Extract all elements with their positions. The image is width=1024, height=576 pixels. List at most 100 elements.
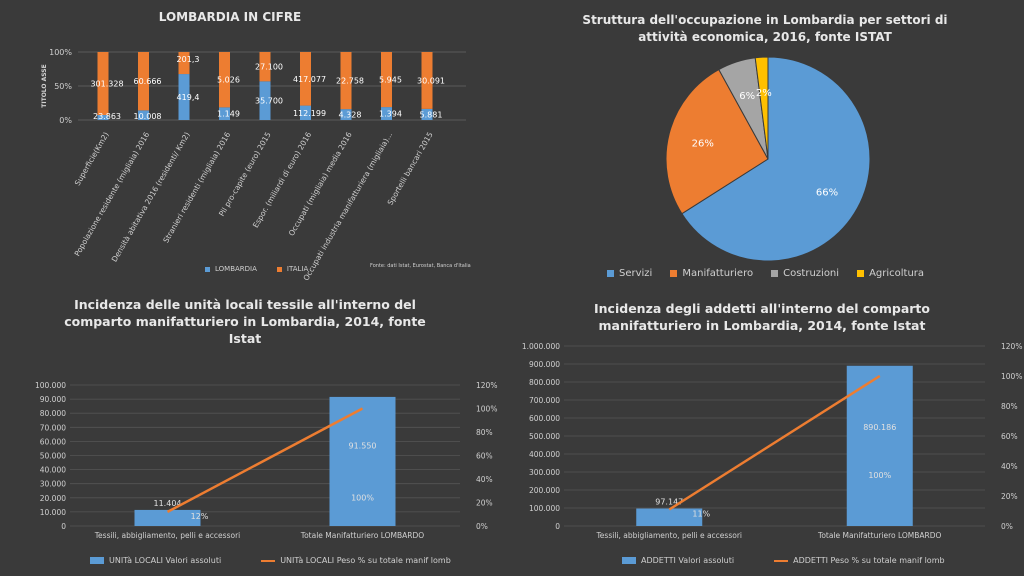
line-data-label: 11% [692,510,710,519]
data-label-italia: 30.091 [417,76,445,85]
chart1-svg: 0% 50% 100%TITOLO ASSE 23.863 301.328 Superfi… [41,48,466,282]
pie-data-label: 26% [692,138,714,149]
legend-item-servizi: Servizi [607,268,652,279]
y-tick-label: 100.000 [35,381,66,390]
x-category-label: Superficie(Km2) [73,130,111,187]
legend-swatch-agricoltura [857,269,865,277]
data-label-lombardia: 1.149 [217,110,240,119]
data-label-lombardia: 419,4 [177,93,200,102]
legend-swatch-bars [90,557,104,564]
data-label-lombardia: 112.199 [293,109,326,118]
pie-slice-agricoltura [754,56,769,160]
bar-italia [97,52,109,116]
bar-lombardia [259,81,271,120]
line-data-label: 100% [351,494,374,503]
y-tick-label: 400.000 [529,450,560,459]
y2-tick-label: 60% [1001,432,1018,441]
bar-italia [340,52,352,110]
chart-unita-locali: Incidenza delle unità locali tessile all… [0,288,512,576]
bar [636,508,703,526]
data-label-lombardia: 4.328 [339,111,362,120]
x-category-label: Tessili, abbigliamento, pelli e accessor… [94,531,241,540]
chart4-title: Incidenza degli addetti all'interno del … [594,301,930,333]
chart4-legend: ADDETTI Valori assoluti ADDETTI Peso % s… [622,556,945,565]
legend-item-lombardia: LOMBARDIA [205,265,257,273]
y2-tick-label: 120% [1001,342,1022,351]
x-category-label: Stranieri residenti (migliaia) 2016 [161,130,232,244]
y-tick-label: 90.000 [40,395,66,404]
y2-tick-label: 20% [1001,492,1018,501]
bar-lombardia [300,105,311,120]
pie-slice-servizi [681,56,871,262]
data-label-lombardia: 5.881 [420,110,443,119]
legend-swatch-costruzioni [771,269,779,277]
chart-occupazione-pie: Struttura dell'occupazione in Lombardia … [512,0,1024,288]
legend-swatch-bars [622,557,636,564]
y2-tick-label: 80% [1001,402,1018,411]
legend-item-bars: ADDETTI Valori assoluti [622,556,734,565]
bar-lombardia [178,74,190,120]
y2-tick-label: 0% [1001,522,1013,531]
legend-label: Agricoltura [869,268,925,279]
chart3-title: Incidenza delle unità locali tessile all… [64,297,426,346]
legend-item-line: ADDETTI Peso % su totale manif lomb [774,556,945,565]
y2-tick-label: 20% [476,499,493,508]
y-tick-label: 500.000 [529,432,560,441]
legend-swatch-lombardia [205,266,210,272]
y-tick-label: 900.000 [529,360,560,369]
y-tick-label: 1.000.000 [522,342,560,351]
pie-data-label: 6% [739,91,755,102]
x-category-label: Totale Manifatturiero LOMBARDO [300,531,425,540]
data-label-italia: 5.026 [217,76,240,85]
x-category-label: Popolazione residente (migliaia) 2016 [73,130,152,257]
data-label-italia: 60.666 [134,77,162,86]
chart3-legend: UNITà LOCALI Valori assoluti UNITà LOCAL… [90,556,451,565]
y-tick-label: 60.000 [40,437,66,446]
legend-item-agricoltura: Agricoltura [857,268,924,279]
chart1-source-note: Fonte: dati Istat, Eurostat, Banca d'Ita… [370,263,471,269]
line-data-label: 12% [191,512,209,521]
line-series [668,374,881,511]
legend-label: Servizi [619,268,653,279]
y-tick-label: 40.000 [40,466,66,475]
bar-italia [138,52,149,111]
y-tick-label: 80.000 [40,409,66,418]
legend-swatch-servizi [607,269,614,277]
legend-label: Costruzioni [783,268,840,279]
legend-item-costruzioni: Costruzioni [771,268,839,279]
bar-italia [219,52,230,108]
y2-tick-label: 120% [476,381,497,390]
y2-tick-label: 100% [1001,372,1022,381]
bar-data-label: 11.404 [154,499,182,508]
legend-label: ITALIA [286,265,309,273]
bar [846,365,913,526]
data-label-lombardia: 10.008 [134,112,162,121]
bar-lombardia [381,107,392,120]
y-tick-label: 0 [61,522,66,531]
legend-label: UNITà LOCALI Peso % su totale manif lomb [280,556,451,565]
bar-lombardia [97,115,109,120]
bar-italia [259,52,271,82]
y-axis-label: TITOLO ASSE [41,64,48,107]
chart2-svg: 66% 26% 6% 2% [665,56,871,262]
data-label-lombardia: 35.700 [255,97,283,106]
y2-tick-label: 80% [476,428,493,437]
pie-slice-manifatturiero [665,68,769,215]
y2-tick-label: 0% [476,522,488,531]
legend-swatch-line [261,559,276,562]
chart4-svg: 0 100.000 200.000 300.000 400.000 500.000 600.… [522,342,1023,540]
y2-tick-label: 100% [476,405,497,414]
bar-lombardia [421,108,433,120]
data-label-italia: 5.945 [379,76,402,85]
bar-italia [421,52,433,109]
y-tick-label: 10.000 [40,508,66,517]
legend-label: ADDETTI Peso % su totale manif lomb [793,556,945,565]
bar-italia [300,52,311,106]
data-label-italia: 301.328 [90,80,123,89]
x-category-label: Totale Manifatturiero LOMBARDO [817,531,942,540]
chart-addetti: Incidenza degli addetti all'interno del … [512,288,1024,576]
chart1-title: LOMBARDIA IN CIFRE [158,10,302,24]
y-tick-label: 100.000 [529,504,560,513]
pie-data-label: 2% [756,88,772,99]
y2-tick-label: 40% [1001,462,1018,471]
